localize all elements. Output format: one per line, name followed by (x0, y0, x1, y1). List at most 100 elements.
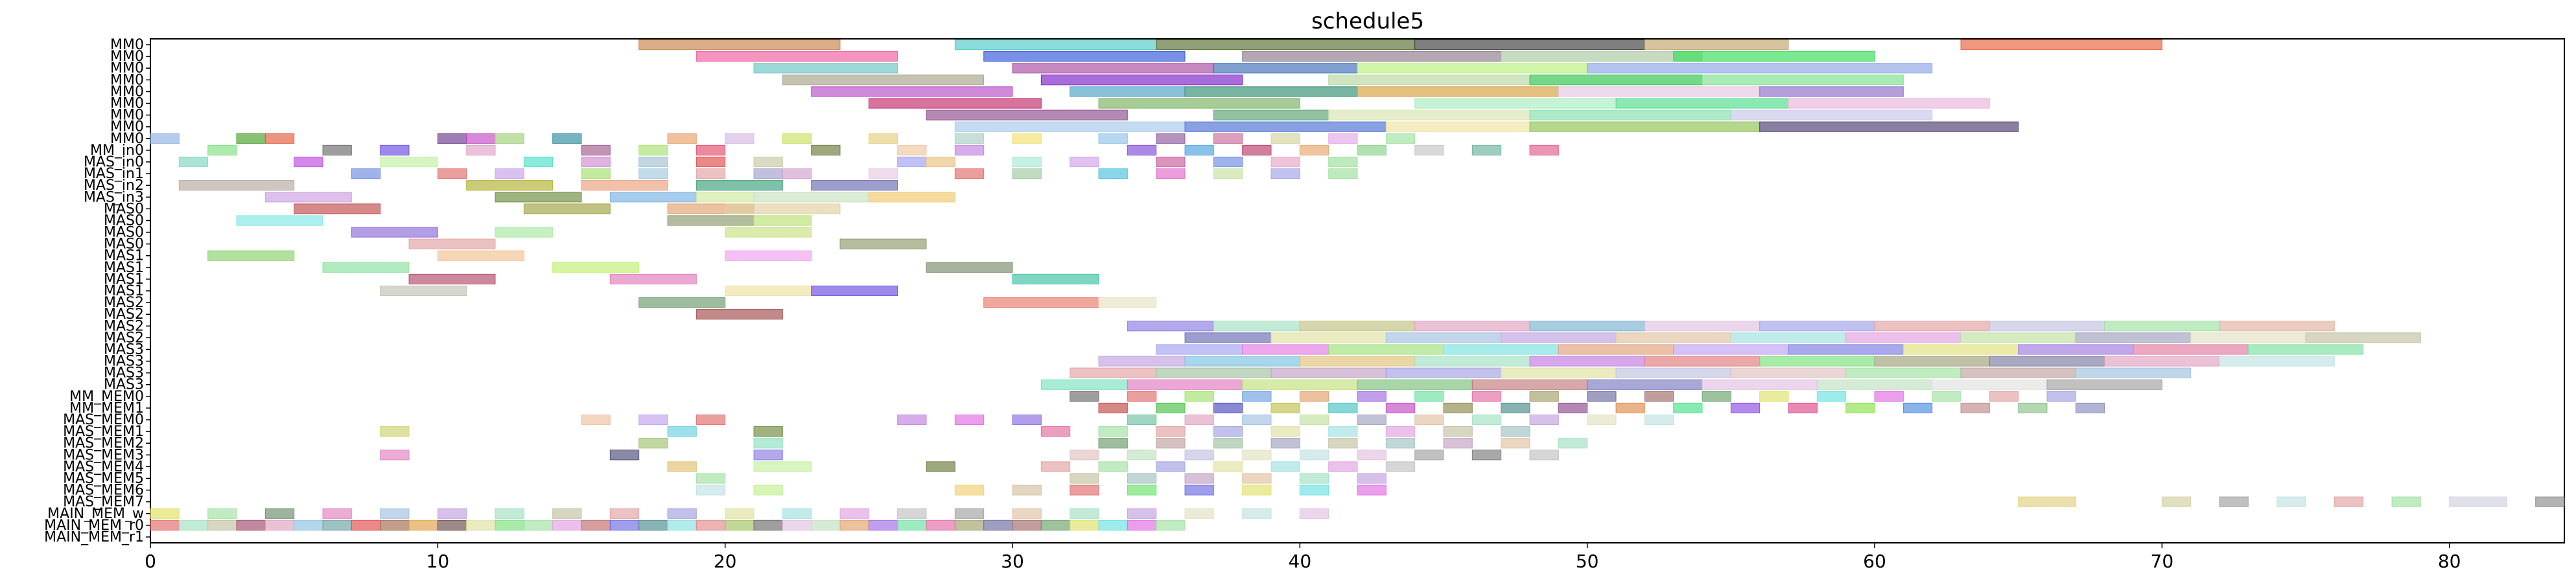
gantt-bar (1242, 414, 1272, 426)
gantt-bar (1845, 367, 1961, 378)
gantt-bar (1012, 520, 1042, 531)
gantt-bar (1529, 450, 1559, 461)
gantt-bar (2104, 321, 2220, 332)
gantt-bar (264, 133, 295, 144)
gantt-bar (581, 144, 611, 155)
gantt-bar (1357, 473, 1387, 484)
gantt-bar (2219, 356, 2335, 367)
gantt-bar (1471, 391, 1502, 402)
gantt-bar (1587, 63, 1933, 74)
gantt-bar (1299, 450, 1329, 461)
gantt-bar (725, 133, 755, 144)
gantt-bar (1471, 414, 1502, 426)
gantt-bar (1788, 98, 1990, 109)
gantt-bar (811, 520, 841, 531)
gantt-bar (1385, 438, 1416, 449)
gantt-bar (897, 144, 927, 155)
y-tick-label: MM0 (110, 60, 144, 76)
gantt-bar (1357, 414, 1387, 426)
gantt-bar (1357, 144, 1387, 155)
gantt-bar (1127, 508, 1157, 519)
gantt-bar (1040, 74, 1243, 86)
x-tick-label: 70 (2151, 551, 2174, 572)
gantt-bar (1357, 86, 1559, 97)
x-axis: 0 10 20 30 40 50 60 70 80 (145, 543, 2461, 572)
y-tick-label: MAIN_MEM_r1 (44, 529, 144, 545)
gantt-bar (1414, 450, 1444, 461)
gantt-bar (839, 520, 869, 531)
y-tick-label: MM_MEM0 (69, 389, 144, 405)
gantt-bar (1242, 473, 1272, 484)
gantt-bar (150, 133, 180, 144)
gantt-bar (1127, 520, 1157, 531)
y-tick-label: MAS0 (104, 212, 144, 229)
gantt-bar (264, 192, 352, 203)
gantt-bar (609, 192, 697, 203)
gantt-bar (1098, 133, 1128, 144)
gantt-bar (1070, 367, 1157, 378)
gantt-bar (1070, 485, 1099, 496)
gantt-bar (667, 461, 697, 472)
gantt-bar (1932, 379, 2048, 390)
gantt-bar (1156, 168, 1186, 179)
gantt-bar (638, 144, 668, 155)
gantt-bar (638, 297, 726, 308)
gantt-bar (696, 520, 726, 531)
gantt-bar (696, 473, 726, 484)
gantt-bar (1759, 86, 1904, 97)
y-tick-label: MAS0 (104, 236, 144, 253)
bars-layer (150, 39, 2565, 531)
y-tick-label: MAS_MEM7 (63, 494, 144, 510)
gantt-bar (1270, 367, 1387, 378)
gantt-bar (1730, 402, 1761, 414)
gantt-bar (150, 508, 180, 519)
gantt-bar (696, 168, 726, 179)
gantt-bar (1501, 332, 1617, 343)
gantt-bar (437, 508, 467, 519)
gantt-bar (1644, 391, 1674, 402)
gantt-bar (753, 168, 783, 179)
gantt-bar (1184, 86, 1358, 97)
gantt-bar (1070, 508, 1099, 519)
gantt-bar (207, 508, 237, 519)
gantt-bar (581, 520, 611, 531)
gantt-bar (1615, 98, 1789, 109)
gantt-bar (725, 508, 755, 519)
gantt-bar (1328, 344, 1444, 355)
gantt-bar (1156, 133, 1186, 144)
gantt-bar (696, 309, 783, 320)
gantt-bar (207, 144, 237, 155)
gantt-bar (380, 156, 438, 168)
gantt-bar (466, 144, 496, 155)
gantt-bar (1156, 426, 1186, 437)
gantt-bar (1673, 402, 1703, 414)
x-tick-label: 30 (1001, 551, 1024, 572)
x-tick-label: 80 (2438, 551, 2461, 572)
gantt-bar (1012, 273, 1099, 285)
y-tick-label: MM0 (110, 37, 144, 53)
gantt-bar (523, 520, 554, 531)
gantt-bar (1414, 98, 1617, 109)
gantt-bar (495, 192, 582, 203)
x-tick-label: 0 (145, 551, 156, 572)
y-tick-label: MAIN_MEM_r0 (44, 518, 144, 534)
gantt-bar (667, 133, 697, 144)
gantt-bar (696, 192, 755, 203)
gantt-bar (782, 74, 985, 86)
gantt-bar (1242, 508, 1272, 519)
gantt-bar (1156, 156, 1186, 168)
gantt-bar (897, 520, 927, 531)
gantt-bar (1788, 402, 1818, 414)
gantt-bar (1127, 473, 1157, 484)
gantt-bar (1270, 461, 1300, 472)
gantt-bar (1414, 321, 1530, 332)
gantt-bar (1644, 39, 1789, 51)
gantt-bar (1414, 391, 1444, 402)
gantt-bar (609, 520, 640, 531)
gantt-bar (667, 215, 755, 226)
gantt-bar (696, 156, 726, 168)
y-tick-label: MAS0 (104, 201, 144, 217)
gantt-bar (1127, 485, 1157, 496)
gantt-bar (1299, 356, 1416, 367)
gantt-bar (811, 285, 898, 297)
